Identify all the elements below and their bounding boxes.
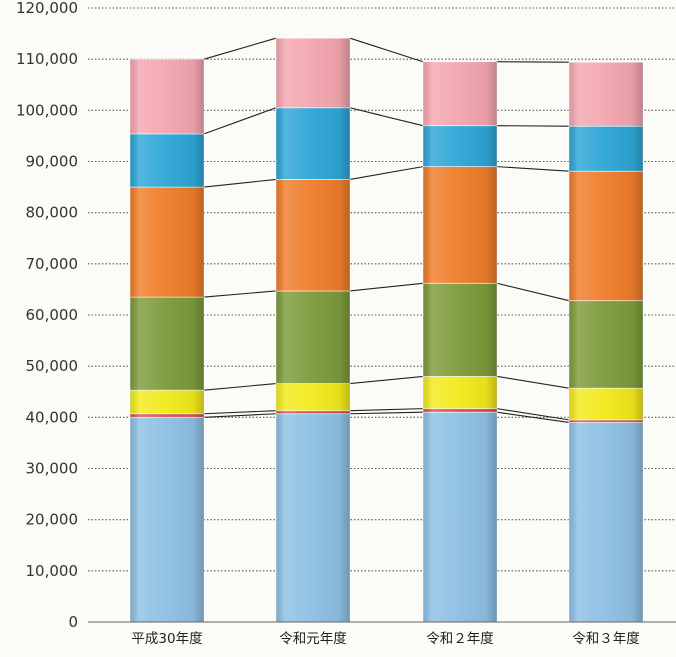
y-tick-label: 40,000 (26, 408, 79, 426)
connector-line (203, 290, 277, 298)
bar-segment-shade (423, 125, 497, 167)
bar-segment-shade (569, 171, 643, 301)
y-tick-label: 100,000 (16, 101, 78, 119)
connector-line (496, 411, 570, 423)
bar-stack (422, 61, 498, 623)
bars (129, 37, 644, 623)
connector-line (496, 408, 570, 421)
bar-stack (275, 37, 351, 623)
connector-line (496, 125, 570, 127)
y-tick-label: 120,000 (16, 0, 78, 17)
connector-line (349, 282, 424, 292)
connector-line (496, 282, 570, 302)
connector-line (203, 413, 277, 418)
bar-segment-shade (130, 390, 204, 414)
y-tick-label: 50,000 (26, 357, 79, 375)
bar-segment-shade (130, 133, 204, 188)
connector-line (349, 166, 424, 180)
connector-line (349, 411, 424, 415)
connector-line (496, 61, 570, 63)
x-category-label: 令和３年度 (572, 631, 640, 647)
bar-stack (568, 61, 644, 623)
x-axis-labels: 平成30年度 令和元年度 令和２年度 令和３年度 (131, 631, 639, 647)
bar-segment-shade (423, 61, 497, 126)
y-tick-label: 30,000 (26, 460, 79, 478)
y-tick-label: 20,000 (26, 511, 79, 529)
bar-segment-shade (130, 59, 204, 134)
connector-line (349, 408, 424, 412)
connector-line (203, 178, 277, 188)
bar-segment-shade (130, 297, 204, 391)
y-axis-ticks: 0 10,000 20,000 30,000 40,000 50,000 60,000 70,… (16, 0, 78, 631)
connector-line (349, 37, 424, 63)
y-tick-label: 70,000 (26, 255, 79, 273)
bar-segment-shade (276, 413, 350, 622)
bar-segment-shade (569, 300, 643, 389)
y-tick-label: 110,000 (16, 50, 78, 68)
bar-segment-shade (569, 126, 643, 172)
bar-segment-shade (569, 62, 643, 127)
bar-segment-shade (423, 408, 497, 413)
connector-line (203, 383, 277, 391)
y-tick-label: 80,000 (26, 204, 79, 222)
x-category-label: 令和２年度 (426, 631, 494, 647)
bar-stack (129, 58, 205, 623)
bar-segment-shade (276, 410, 350, 414)
bar-segment-shade (276, 38, 350, 108)
connector-line (496, 375, 570, 389)
bar-segment-shade (276, 290, 350, 384)
connector-line (349, 107, 424, 127)
bar-segment-shade (130, 417, 204, 622)
connector-line (203, 410, 277, 415)
x-category-label: 平成30年度 (131, 631, 202, 647)
bar-segment-shade (276, 383, 350, 411)
bar-segment-shade (423, 166, 497, 284)
x-category-label: 令和元年度 (279, 631, 347, 647)
y-tick-label: 90,000 (26, 153, 79, 171)
y-tick-label: 0 (68, 613, 78, 631)
bar-segment-shade (423, 412, 497, 622)
connector-line (496, 166, 570, 172)
bar-segment-shade (423, 283, 497, 377)
bar-segment-shade (569, 419, 643, 423)
bar-segment-shade (569, 422, 643, 622)
bar-segment-shade (130, 413, 204, 418)
connector-lines (203, 37, 570, 423)
connector-line (203, 37, 277, 60)
connector-line (203, 107, 277, 135)
bar-segment-shade (569, 388, 643, 420)
bar-segment-shade (423, 376, 497, 409)
y-tick-label: 10,000 (26, 562, 79, 580)
bar-segment-shade (276, 107, 350, 180)
bar-segment-shade (130, 187, 204, 298)
connector-line (349, 375, 424, 385)
y-tick-label: 60,000 (26, 306, 79, 324)
bar-segment-shade (276, 179, 350, 291)
